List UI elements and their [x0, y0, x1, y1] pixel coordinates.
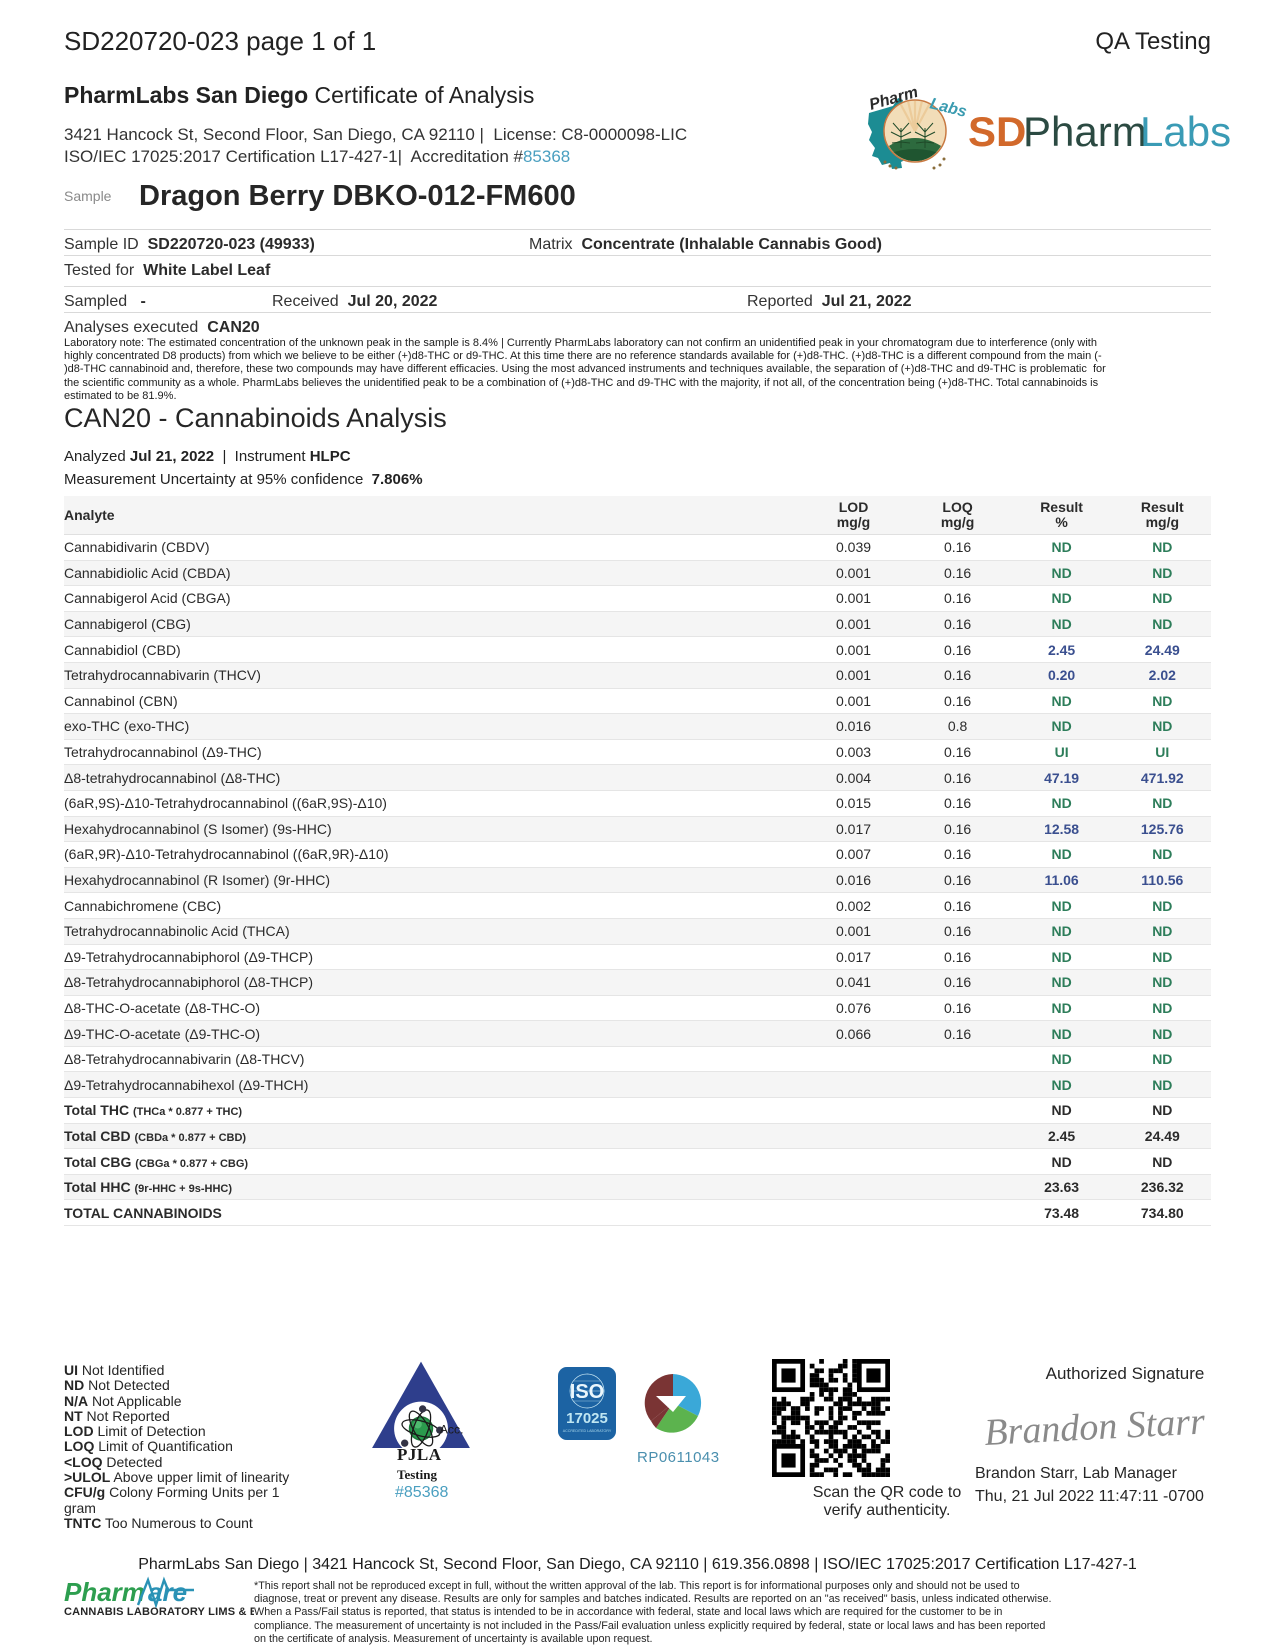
svg-text:ACCREDITED LABORATORY: ACCREDITED LABORATORY [563, 1429, 612, 1433]
svg-text:Acc.: Acc. [440, 1422, 464, 1436]
svg-text:17025: 17025 [566, 1410, 608, 1427]
svg-text:ISO: ISO [570, 1381, 604, 1403]
svg-text:Pharm: Pharm [1023, 108, 1147, 155]
svg-text:are: are [148, 1577, 187, 1607]
svg-text:Labs: Labs [1140, 108, 1231, 155]
svg-text:Brandon Starr: Brandon Starr [983, 1400, 1206, 1454]
svg-text:CANNABIS LABORATORY LIMS & ELN: CANNABIS LABORATORY LIMS & ELN [64, 1606, 254, 1618]
svg-text:SD: SD [968, 108, 1026, 155]
svg-text:Pharm: Pharm [64, 1577, 145, 1607]
